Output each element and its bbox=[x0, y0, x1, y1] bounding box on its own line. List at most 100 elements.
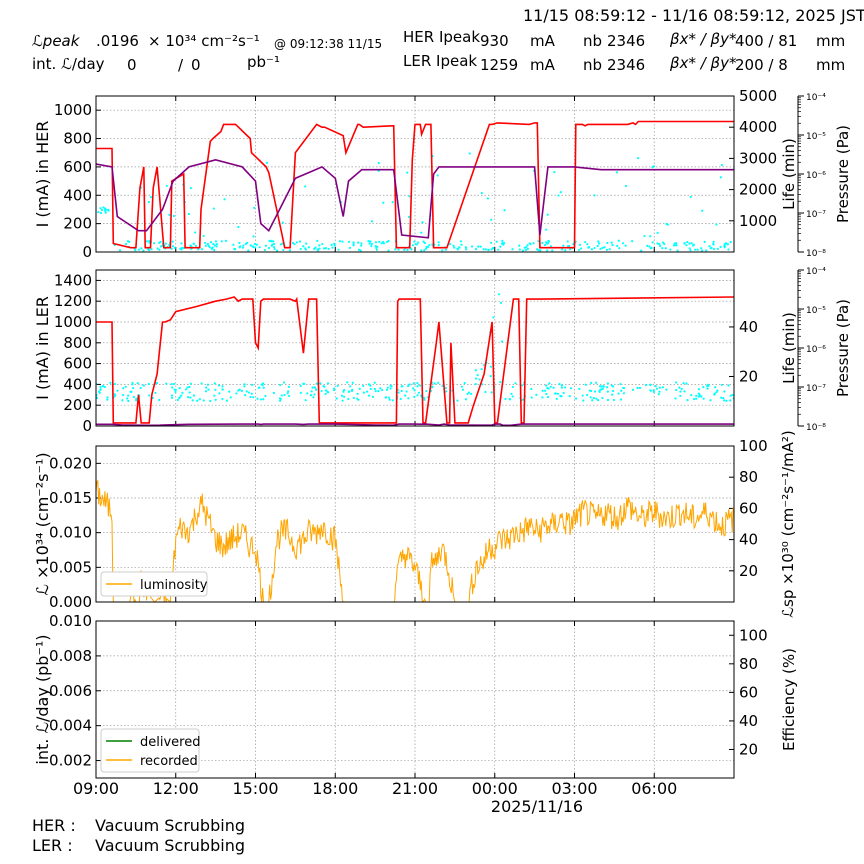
pressure-point bbox=[282, 381, 286, 384]
pressure-point bbox=[204, 244, 208, 247]
pressure-point bbox=[716, 389, 719, 392]
pressure-point bbox=[675, 388, 678, 392]
pressure-point bbox=[116, 389, 119, 392]
pressure-point bbox=[708, 245, 711, 248]
pressure-point bbox=[103, 385, 107, 389]
pressure-point bbox=[589, 396, 592, 399]
pressure-point bbox=[610, 241, 613, 244]
pressure-point bbox=[722, 396, 725, 400]
pressure-point bbox=[499, 301, 503, 304]
pressure-point bbox=[394, 248, 397, 251]
pressure-point bbox=[197, 248, 200, 251]
pressure-point bbox=[170, 394, 173, 397]
pressure-point bbox=[170, 396, 174, 399]
lpeak-time: @ 09:12:38 11/15 bbox=[274, 37, 383, 51]
pressure-point bbox=[256, 397, 259, 400]
pressure-point bbox=[235, 392, 238, 395]
pressure-point bbox=[291, 241, 295, 245]
pressure-point bbox=[385, 388, 389, 391]
pressure-point bbox=[719, 245, 722, 249]
pressure-point bbox=[313, 386, 316, 389]
pressure-point bbox=[468, 152, 471, 155]
pressure-point bbox=[436, 174, 439, 177]
pressure-point bbox=[221, 385, 224, 388]
pressure-point bbox=[566, 244, 570, 248]
pressure-point bbox=[352, 244, 355, 247]
pressure-point bbox=[568, 248, 572, 251]
panel-4: 0.002 0.004 0.006 0.008 0.010 20 40 60 80 100 int.… bbox=[33, 612, 798, 816]
pressure-point bbox=[541, 396, 544, 399]
pressure-point bbox=[316, 248, 319, 251]
pressure-point bbox=[593, 246, 596, 250]
pressure-point bbox=[132, 395, 136, 399]
pressure-point bbox=[611, 243, 614, 247]
y2-tick-label: 80 bbox=[739, 468, 758, 486]
pressure-point bbox=[200, 382, 203, 385]
x-date-label: 2025/11/16 bbox=[491, 797, 583, 816]
pressure-point bbox=[581, 394, 584, 397]
pressure-point bbox=[150, 248, 153, 251]
pressure-point bbox=[250, 392, 253, 395]
pressure-point bbox=[538, 249, 541, 252]
pressure-point bbox=[373, 387, 377, 391]
pressure-point bbox=[605, 386, 609, 389]
pressure-point bbox=[697, 388, 701, 391]
pressure-point bbox=[107, 208, 110, 211]
pressure-point bbox=[340, 394, 344, 397]
pressure-point bbox=[422, 240, 425, 243]
pressure-point bbox=[326, 391, 330, 394]
series-line-luminosity bbox=[96, 480, 734, 602]
pressure-point bbox=[215, 245, 218, 248]
pressure-point bbox=[263, 248, 266, 252]
pressure-point bbox=[403, 248, 406, 252]
pressure-point bbox=[646, 244, 649, 247]
pressure-point bbox=[126, 397, 129, 400]
pressure-point bbox=[171, 245, 175, 248]
pressure-axis-label: Pressure (Pa) bbox=[834, 125, 852, 223]
legend-box bbox=[100, 728, 200, 773]
pressure-point bbox=[311, 386, 314, 389]
pressure-point bbox=[610, 384, 614, 387]
pressure-point bbox=[180, 246, 184, 250]
pressure-point bbox=[605, 248, 608, 252]
pressure-point bbox=[370, 244, 373, 248]
pressure-point bbox=[445, 390, 448, 393]
pressure-point bbox=[374, 241, 378, 244]
pressure-point bbox=[178, 396, 181, 399]
pressure-point bbox=[286, 392, 289, 395]
pressure-point bbox=[619, 398, 623, 401]
pressure-point bbox=[377, 161, 380, 165]
pressure-point bbox=[452, 244, 455, 247]
pressure-point bbox=[715, 223, 718, 226]
pressure-point bbox=[188, 391, 191, 394]
pressure-point bbox=[602, 384, 605, 388]
pressure-point bbox=[593, 390, 597, 393]
pressure-point bbox=[228, 390, 231, 393]
pressure-point bbox=[615, 171, 619, 174]
pressure-point bbox=[250, 383, 254, 386]
pressure-point bbox=[673, 242, 676, 245]
pressure-point bbox=[707, 384, 710, 387]
pressure-point bbox=[702, 386, 705, 389]
y2-tick-label: 20 bbox=[739, 367, 758, 385]
pressure-point bbox=[590, 381, 593, 384]
pressure-point bbox=[606, 390, 609, 393]
pressure-point bbox=[688, 242, 691, 245]
pressure-point bbox=[188, 385, 191, 389]
pressure-point bbox=[712, 247, 716, 251]
pressure-point bbox=[209, 399, 212, 403]
pressure-point bbox=[171, 386, 174, 389]
pressure-point bbox=[491, 246, 495, 250]
pressure-point bbox=[212, 207, 215, 210]
pressure-point bbox=[591, 399, 594, 402]
pressure-point bbox=[691, 244, 695, 247]
pressure-point bbox=[346, 381, 349, 384]
pressure-point bbox=[337, 248, 340, 251]
y2-tick-label: 1000 bbox=[739, 212, 777, 230]
pressure-point bbox=[685, 382, 688, 385]
pressure-point bbox=[649, 235, 652, 238]
pressure-point bbox=[546, 213, 549, 216]
pressure-point bbox=[564, 249, 567, 252]
pressure-point bbox=[194, 231, 197, 234]
pressure-point bbox=[332, 387, 336, 390]
